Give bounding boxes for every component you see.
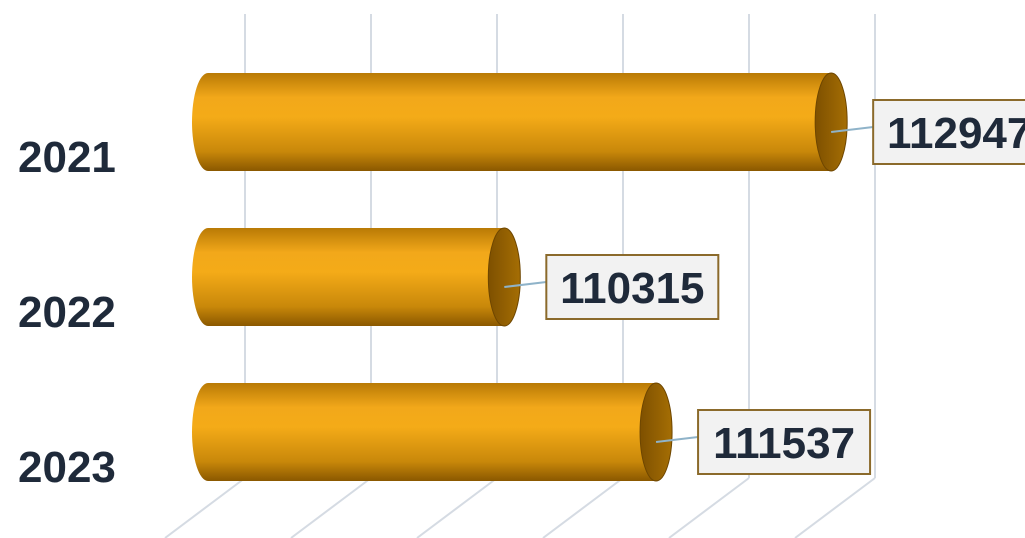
value-label-box xyxy=(545,254,720,320)
value-label-box xyxy=(697,409,872,475)
bar-2022 xyxy=(192,227,521,327)
gridline-floor xyxy=(668,477,750,538)
category-labels: 2021 2022 2023 xyxy=(18,133,116,492)
value-label-box xyxy=(872,99,1025,165)
value-label: 112947 xyxy=(887,109,1025,158)
gridline-floor xyxy=(542,477,624,538)
gridline-floor xyxy=(290,477,372,538)
bar-cap xyxy=(639,382,673,482)
value-leader-line xyxy=(831,126,874,133)
gridline-floor xyxy=(416,477,498,538)
gridline-floor xyxy=(794,477,876,538)
gridline-floor xyxy=(164,477,246,538)
bar-body xyxy=(192,73,832,171)
value-leader-line xyxy=(504,281,547,288)
category-label: 2023 xyxy=(18,443,116,492)
category-label: 2022 xyxy=(18,288,116,337)
bar-cap xyxy=(814,72,848,172)
bar-2023 xyxy=(192,382,673,482)
bar-body xyxy=(192,228,505,326)
bars xyxy=(192,72,848,482)
bar-2021 xyxy=(192,72,848,172)
value-label: 110315 xyxy=(560,264,704,313)
category-label: 2021 xyxy=(18,133,116,182)
value-labels: 112947 110315 111537 xyxy=(504,99,1025,475)
value-label: 111537 xyxy=(713,419,855,468)
bar-body xyxy=(192,383,657,481)
bar-cap xyxy=(487,227,521,327)
value-leader-line xyxy=(655,436,699,443)
